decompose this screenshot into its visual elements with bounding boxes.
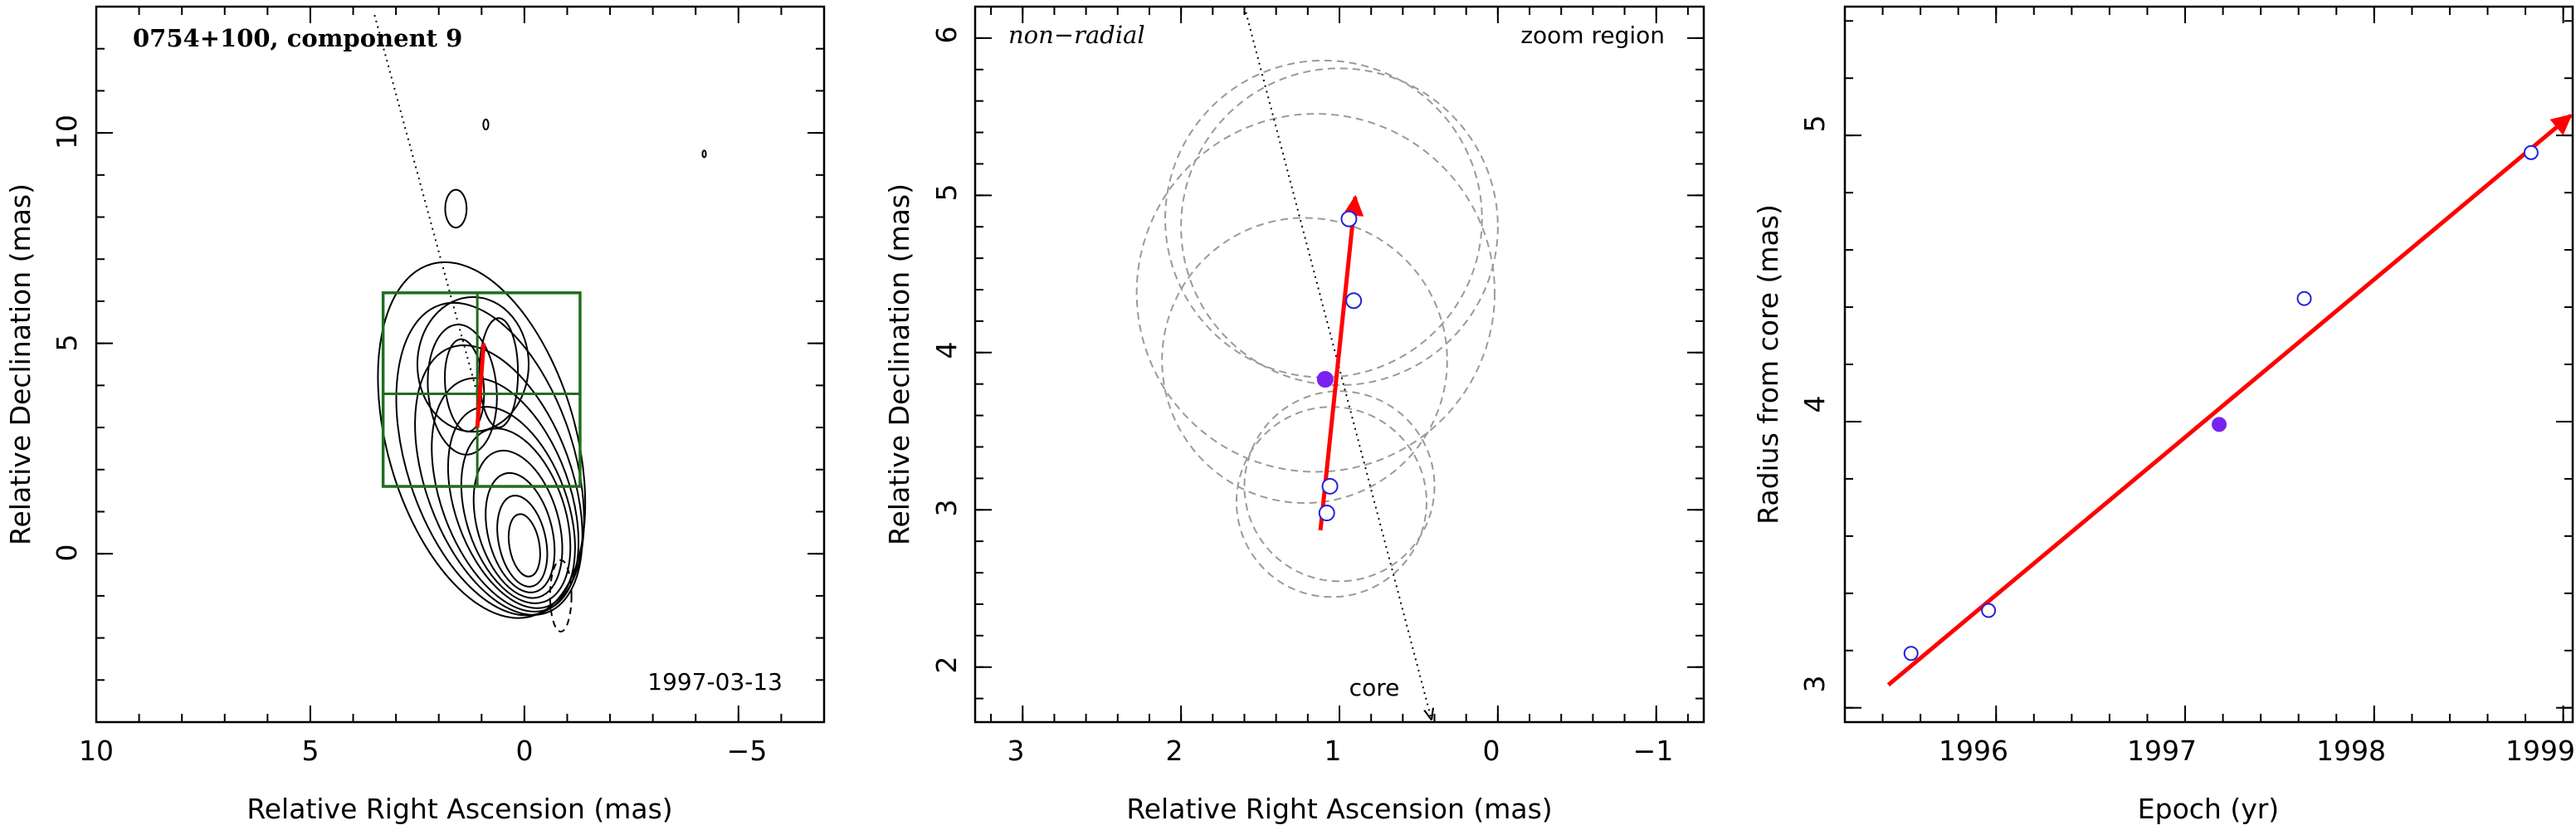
contour-level: [446, 406, 576, 609]
middle-y-axis-label: Relative Declination (mas): [883, 183, 915, 545]
contour-level: [701, 149, 707, 159]
left-y-tick-label: 10: [51, 115, 83, 149]
left-date: 1997-03-13: [647, 668, 783, 696]
middle-y-tick-label: 2: [930, 657, 963, 674]
non-radial-label: non−radial: [1008, 21, 1145, 49]
right-plot-frame: [1843, 5, 2574, 724]
position-uncertainty-circles: [1135, 59, 1499, 598]
uncertainty-circle: [1180, 67, 1499, 387]
contour-level: [377, 261, 587, 619]
right-x-tick-label: 1997: [2127, 735, 2197, 767]
open-data-point: [1981, 603, 1997, 618]
source-contours: [377, 118, 707, 632]
left-motion-vector: [475, 343, 486, 428]
middle-x-tick-label: −1: [1633, 735, 1674, 767]
contour-level: [496, 495, 549, 588]
middle-y-tick-label: 4: [930, 342, 963, 359]
right-data-points: [1903, 144, 2539, 662]
right-y-tick-labels: 3 4 5: [1798, 115, 1831, 693]
middle-y-tick-label: 3: [930, 500, 963, 517]
middle-x-tick-label: 1: [1325, 735, 1342, 767]
middle-x-tick-label: 2: [1166, 735, 1183, 767]
middle-x-tick-labels: 3 2 1 0 −1: [1007, 735, 1674, 767]
negative-contour: [549, 559, 573, 632]
uncertainty-circle: [1243, 390, 1436, 583]
middle-tick-marks: [975, 6, 1704, 722]
contour-level: [444, 188, 468, 229]
right-y-tick-label: 4: [1798, 396, 1831, 413]
right-x-tick-label: 1996: [1939, 735, 2008, 767]
left-x-axis-label: Relative Right Ascension (mas): [246, 793, 672, 825]
middle-x-tick-label: 3: [1007, 735, 1025, 767]
contour-level: [485, 471, 556, 593]
right-y-axis-label: Radius from core (mas): [1752, 204, 1784, 525]
contour-level: [416, 295, 530, 433]
left-plot-frame: [95, 5, 826, 724]
middle-data-points: [1316, 210, 1363, 522]
uncertainty-circle: [1235, 406, 1427, 598]
left-x-tick-labels: 10 5 0 −5: [79, 735, 767, 767]
right-x-tick-labels: 1996 1997 1998 1999: [1939, 735, 2575, 767]
left-y-tick-label: 0: [51, 544, 83, 562]
open-data-point: [1340, 210, 1358, 227]
right-y-tick-label: 5: [1798, 115, 1831, 133]
zoom-region-label: zoom region: [1520, 22, 1665, 49]
left-title: 0754+100, component 9: [133, 24, 462, 52]
left-y-axis-label: Relative Declination (mas): [4, 183, 37, 545]
middle-y-tick-labels: 2 3 4 5 6: [930, 27, 963, 674]
left-y-tick-label: 5: [51, 334, 83, 352]
right-x-tick-label: 1999: [2505, 735, 2575, 767]
middle-x-axis-label: Relative Right Ascension (mas): [1126, 793, 1552, 825]
core-direction-line: [1243, 7, 1431, 719]
left-x-tick-label: −5: [727, 735, 768, 767]
middle-y-tick-label: 6: [930, 27, 963, 44]
contour-level: [507, 513, 541, 578]
uncertainty-circle: [1135, 113, 1496, 473]
left-x-tick-label: 5: [302, 735, 320, 767]
middle-panel: non−radial zoom region core 3 2 1 0 −1 2…: [883, 5, 1705, 825]
radius-fit-line: [1886, 114, 2573, 687]
left-y-tick-labels: 0 5 10: [51, 115, 83, 562]
middle-y-tick-label: 5: [930, 184, 963, 202]
middle-x-tick-label: 0: [1483, 735, 1500, 767]
open-data-point: [1318, 505, 1335, 522]
open-data-point: [1345, 292, 1363, 310]
contour-level: [482, 118, 490, 131]
right-x-axis-label: Epoch (yr): [2138, 793, 2279, 825]
open-data-point: [2523, 144, 2539, 160]
right-tick-marks: [1844, 7, 2573, 722]
filled-data-point: [1316, 370, 1334, 388]
right-y-tick-label: 3: [1798, 676, 1831, 693]
filled-data-point: [2212, 417, 2227, 432]
open-data-point: [1321, 477, 1339, 495]
left-x-tick-label: 0: [516, 735, 534, 767]
middle-motion-vector: [1318, 194, 1364, 531]
right-panel: 1996 1997 1998 1999 3 4 5 Epoch (yr) Rad…: [1752, 5, 2575, 825]
zoom-region-box: [381, 291, 582, 488]
left-x-tick-label: 10: [79, 735, 114, 767]
left-overlays: [373, 14, 582, 488]
uncertainty-circle: [1161, 217, 1448, 505]
open-data-point: [2296, 290, 2312, 306]
core-label: core: [1349, 674, 1400, 701]
left-core-direction-line: [373, 14, 479, 394]
contour-level: [472, 449, 564, 599]
right-x-tick-label: 1998: [2316, 735, 2386, 767]
left-panel: 0754+100, component 9 1997-03-13 10 5 0 …: [4, 5, 826, 825]
left-tick-marks: [95, 6, 825, 723]
contour-level: [427, 324, 498, 456]
open-data-point: [1903, 646, 1919, 662]
